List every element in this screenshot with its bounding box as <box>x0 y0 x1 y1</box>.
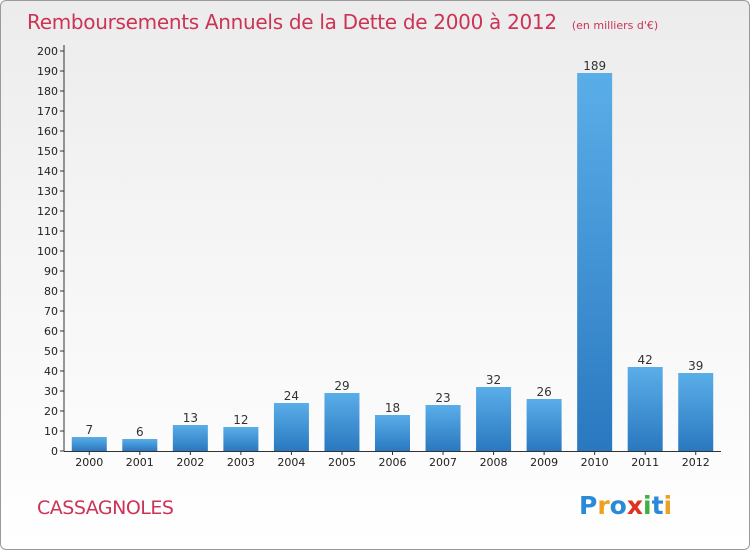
data-label: 24 <box>284 389 299 403</box>
data-label: 6 <box>136 425 144 439</box>
y-tick-label: 80 <box>44 285 58 298</box>
y-tick-label: 160 <box>37 125 58 138</box>
y-tick-label: 40 <box>44 365 58 378</box>
bar <box>273 403 309 451</box>
y-tick-label: 10 <box>44 425 58 438</box>
data-label: 39 <box>688 359 703 373</box>
bar <box>476 387 512 451</box>
logo-letter: P <box>579 491 598 520</box>
data-label: 13 <box>183 411 198 425</box>
y-tick-label: 0 <box>51 445 58 458</box>
data-label: 42 <box>638 353 653 367</box>
data-label: 18 <box>385 401 400 415</box>
logo-letter: i <box>643 491 652 520</box>
y-tick-label: 90 <box>44 265 58 278</box>
y-tick-label: 120 <box>37 205 58 218</box>
x-tick-label: 2006 <box>379 456 407 469</box>
y-tick-label: 30 <box>44 385 58 398</box>
x-tick-label: 2003 <box>227 456 255 469</box>
data-label: 32 <box>486 373 501 387</box>
y-tick-label: 180 <box>37 85 58 98</box>
x-tick-label: 2004 <box>277 456 305 469</box>
data-label: 23 <box>435 391 450 405</box>
y-tick-label: 60 <box>44 325 58 338</box>
logo-letter: i <box>663 491 673 520</box>
bar <box>375 415 410 451</box>
y-tick-label: 200 <box>37 45 58 58</box>
x-tick-label: 2002 <box>176 456 204 469</box>
y-tick-label: 70 <box>44 305 58 318</box>
x-tick-label: 2010 <box>581 456 609 469</box>
chart-title-text: Remboursements Annuels de la Dette de 20… <box>27 10 557 34</box>
logo-letter: o <box>609 491 627 520</box>
x-tick-label: 2011 <box>631 456 659 469</box>
logo-letter: r <box>597 491 610 520</box>
bar <box>122 439 158 451</box>
data-label: 189 <box>583 59 606 73</box>
bar <box>425 405 461 451</box>
x-tick-label: 2008 <box>480 456 508 469</box>
bar-chart: 0 10 20 30 40 50 60 70 80 90 100 110 120 130 140 150 160… <box>37 45 721 469</box>
bar <box>71 437 107 451</box>
y-tick-label: 20 <box>44 405 58 418</box>
data-label: 12 <box>233 413 248 427</box>
x-tick-label: 2000 <box>75 456 103 469</box>
bar <box>223 427 259 451</box>
y-tick-label: 110 <box>37 225 58 238</box>
y-tick-label: 170 <box>37 105 58 118</box>
data-label: 29 <box>334 379 349 393</box>
chart-title: Remboursements Annuels de la Dette de 20… <box>27 10 658 34</box>
y-tick-label: 130 <box>37 185 58 198</box>
bar <box>172 425 208 451</box>
proxiti-logo: Proxiti <box>579 491 672 520</box>
data-label: 26 <box>536 385 551 399</box>
bar <box>526 399 562 451</box>
bar <box>577 73 613 451</box>
x-tick-label: 2009 <box>530 456 558 469</box>
x-tick-label: 2005 <box>328 456 356 469</box>
y-tick-label: 50 <box>44 345 58 358</box>
bar <box>678 373 714 451</box>
y-tick-label: 150 <box>37 145 58 158</box>
bar <box>324 393 360 451</box>
x-tick-label: 2001 <box>126 456 154 469</box>
y-tick-label: 100 <box>37 245 58 258</box>
bar <box>627 367 663 451</box>
y-tick-label: 190 <box>37 65 58 78</box>
chart-unit: (en milliers d'€) <box>571 19 659 32</box>
commune-name: CASSAGNOLES <box>37 497 174 519</box>
logo-letter: x <box>626 491 643 520</box>
data-label: 7 <box>85 423 93 437</box>
x-tick-label: 2007 <box>429 456 457 469</box>
y-tick-label: 140 <box>37 165 58 178</box>
x-tick-label: 2012 <box>682 456 710 469</box>
logo-letter: t <box>651 491 664 520</box>
